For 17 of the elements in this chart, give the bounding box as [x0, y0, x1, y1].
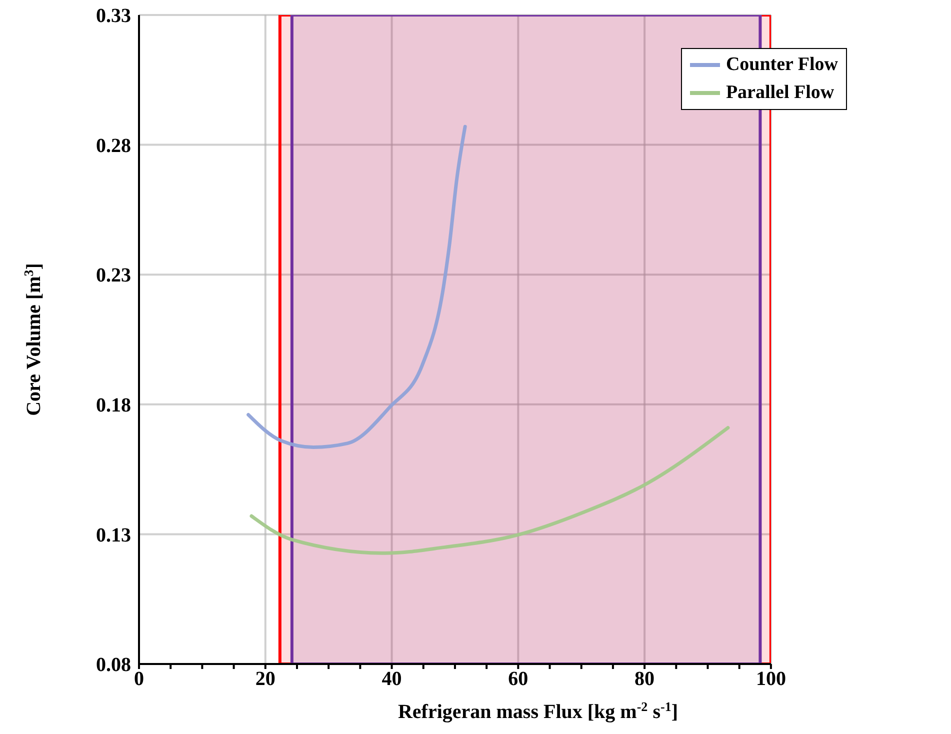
line-series — [250, 426, 730, 555]
x-tick-label: 40 — [382, 668, 402, 690]
y-tick-label: 0.23 — [96, 264, 131, 287]
y-tick-label: 0.18 — [96, 394, 131, 416]
legend-label: Parallel Flow — [726, 81, 834, 105]
line-series — [246, 124, 467, 449]
x-tick-label: 0 — [134, 668, 144, 690]
y-tick-label: 0.13 — [96, 524, 131, 546]
y-tick-label: 0.08 — [96, 654, 131, 676]
y-tick-label: 0.33 — [96, 5, 131, 28]
x-axis-title: Refrigeran mass Flux [kg m$^{-2}$ s$^{-1}$] — [398, 698, 678, 723]
x-tick-label: 20 — [255, 668, 276, 690]
y-tick-label: 0.28 — [96, 134, 131, 157]
x-tick-label: 100 — [756, 668, 786, 690]
x-tick-label: 60 — [508, 668, 528, 690]
x-tick-label: 80 — [634, 668, 655, 690]
legend-label: Counter Flow — [726, 53, 838, 77]
